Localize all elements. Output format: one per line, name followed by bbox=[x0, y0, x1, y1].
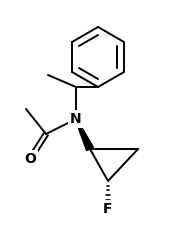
Text: O: O bbox=[24, 152, 36, 166]
Polygon shape bbox=[75, 119, 93, 151]
Text: N: N bbox=[70, 112, 82, 126]
Text: F: F bbox=[103, 202, 113, 216]
